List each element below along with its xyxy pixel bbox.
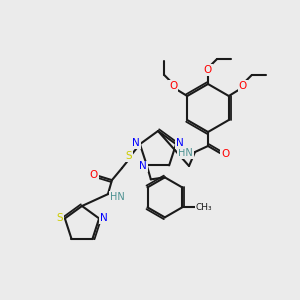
Text: HN: HN	[110, 192, 125, 202]
Text: N: N	[139, 161, 147, 171]
Text: N: N	[100, 213, 108, 224]
Text: N: N	[132, 138, 140, 148]
Text: O: O	[90, 170, 98, 180]
Text: HN: HN	[178, 148, 193, 158]
Text: S: S	[57, 213, 63, 224]
Text: O: O	[221, 149, 229, 159]
Text: S: S	[126, 151, 132, 161]
Text: O: O	[239, 81, 247, 91]
Text: O: O	[169, 81, 177, 91]
Text: N: N	[176, 138, 184, 148]
Text: O: O	[204, 65, 212, 75]
Text: CH₃: CH₃	[196, 203, 212, 212]
